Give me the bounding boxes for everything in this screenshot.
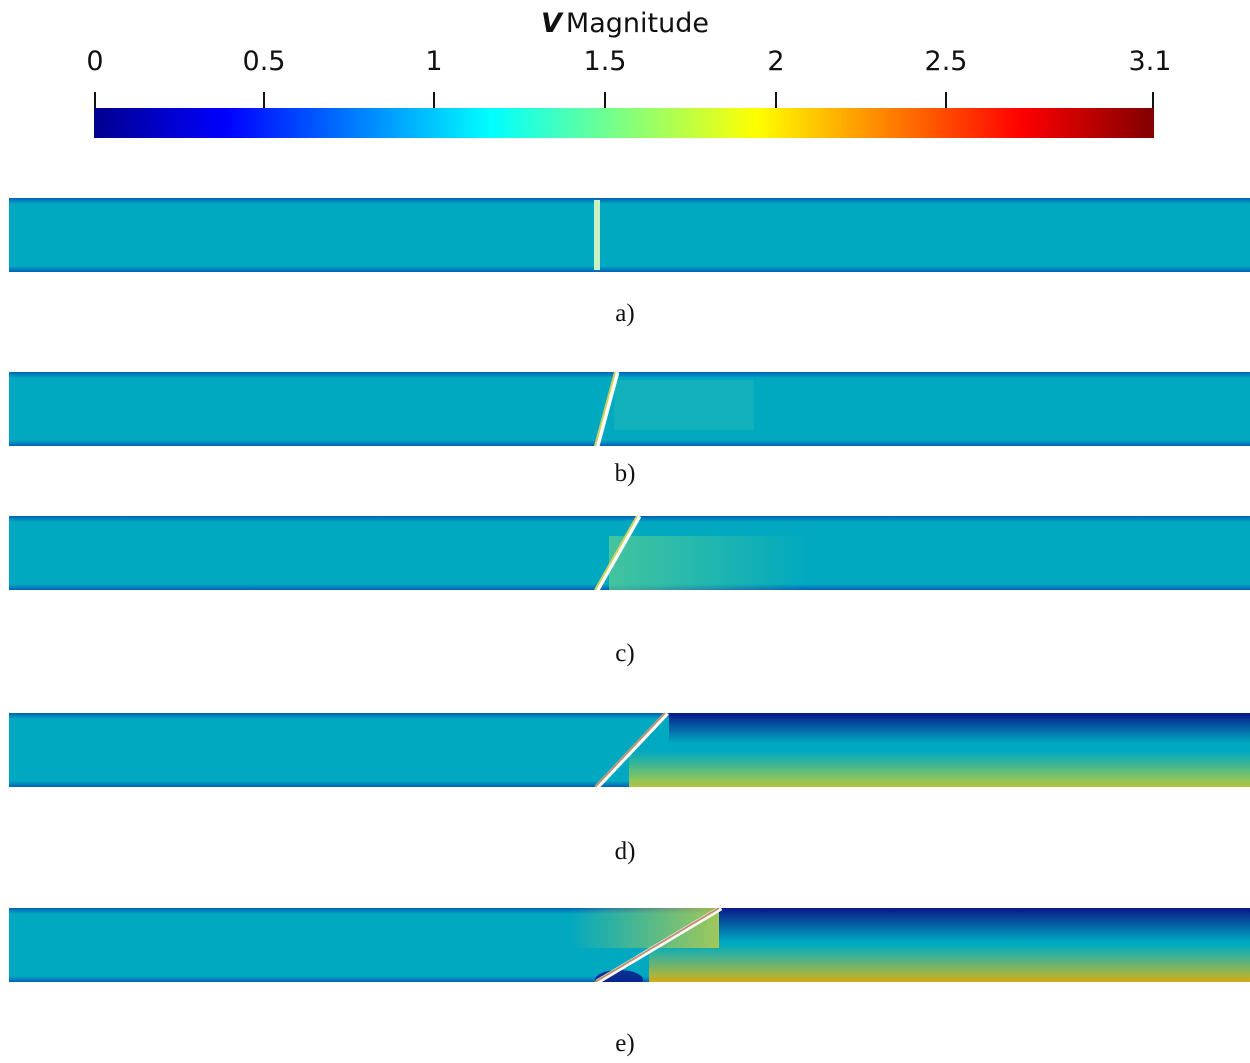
flow-panel-b	[9, 372, 1250, 446]
velocity-field-e	[9, 908, 1250, 982]
tick-label-0: 0	[86, 46, 104, 77]
tick-label-5: 2.5	[924, 46, 968, 77]
colorbar-title-text: Magnitude	[565, 8, 709, 39]
caption-e: e)	[615, 1030, 635, 1057]
tick-mark-5	[945, 92, 947, 112]
caption-b: b)	[614, 460, 636, 487]
flow-panel-a	[9, 198, 1250, 272]
tick-mark-3	[604, 92, 606, 112]
flow-panel-d	[9, 713, 1250, 787]
colorbar-symbol: V	[541, 8, 562, 39]
blade-d	[595, 713, 669, 787]
blade-c	[594, 516, 642, 590]
blade-a	[594, 200, 600, 270]
tick-label-2: 1	[425, 46, 443, 77]
tick-mark-2	[433, 92, 435, 112]
flow-panel-e	[9, 908, 1250, 982]
caption-a: a)	[615, 300, 635, 327]
flow-panel-c	[9, 516, 1250, 590]
tick-label-1: 0.5	[242, 46, 286, 77]
tick-label-3: 1.5	[583, 46, 627, 77]
tick-mark-1	[263, 92, 265, 112]
velocity-field-a	[9, 198, 1250, 272]
colorbar-title: V Magnitude	[0, 8, 1250, 39]
caption-c: c)	[615, 640, 635, 667]
tick-mark-4	[775, 92, 777, 112]
velocity-field-d	[9, 713, 1250, 787]
colorbar-gradient	[94, 108, 1154, 138]
tick-label-4: 2	[767, 46, 785, 77]
tick-mark-0	[94, 92, 96, 112]
velocity-field-b	[9, 372, 1250, 446]
velocity-field-c	[9, 516, 1250, 590]
tick-mark-6	[1152, 92, 1154, 112]
caption-d: d)	[614, 838, 636, 865]
blade-b	[594, 372, 620, 446]
blade-e	[595, 908, 723, 982]
tick-label-6: 3.1	[1128, 46, 1172, 77]
